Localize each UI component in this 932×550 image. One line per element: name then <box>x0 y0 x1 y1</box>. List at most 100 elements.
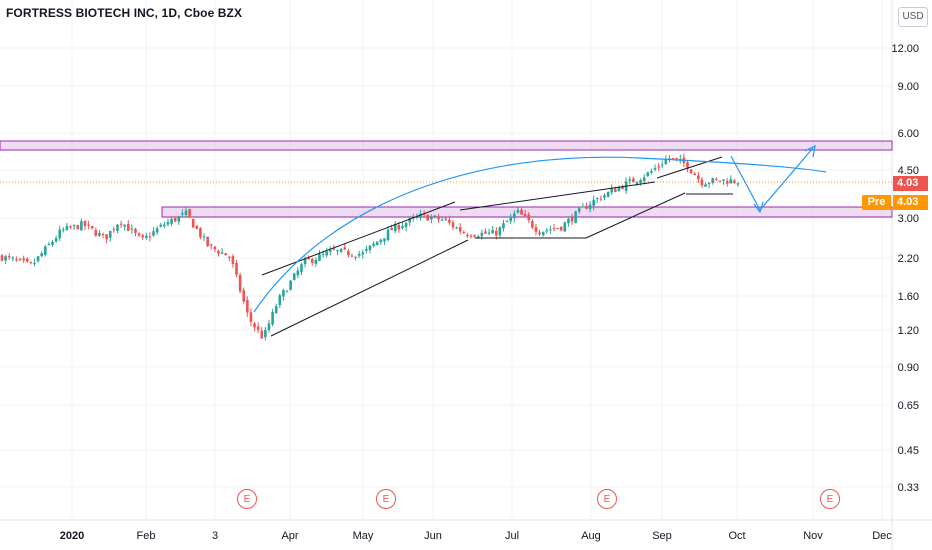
candle-body <box>375 241 379 246</box>
x-tick-label: Dec <box>872 530 892 542</box>
candle-body <box>231 256 235 264</box>
candle-body <box>556 227 559 229</box>
candle-body <box>332 248 336 250</box>
candle-body <box>145 235 148 238</box>
earnings-icon[interactable]: E <box>820 489 840 509</box>
candle-body <box>668 158 671 160</box>
candle-body <box>657 166 660 168</box>
candle-body <box>458 226 462 232</box>
candle-body <box>581 206 585 208</box>
candle-body <box>513 213 516 219</box>
earnings-icon[interactable]: E <box>376 489 396 509</box>
y-tick-label: 9.00 <box>898 81 919 93</box>
candle-body <box>736 183 740 185</box>
trend-line <box>270 239 469 337</box>
candle-body <box>664 159 668 164</box>
candle-body <box>549 229 552 231</box>
candle-body <box>642 177 646 181</box>
x-tick-label: 3 <box>212 530 218 542</box>
candle-body <box>339 248 343 252</box>
candle-body <box>224 253 227 256</box>
candle-body <box>202 236 206 238</box>
candle-body <box>0 255 4 261</box>
candle-body <box>617 187 621 191</box>
candle-body <box>101 234 105 236</box>
candle-body <box>90 225 94 229</box>
candle-body <box>606 191 610 197</box>
candle-body <box>227 256 231 258</box>
candle-body <box>303 258 307 265</box>
earnings-icon[interactable]: E <box>237 489 257 509</box>
projection-arrow-down <box>753 201 764 214</box>
candle-body <box>40 253 43 257</box>
candle-body <box>653 168 657 170</box>
candle-body <box>361 252 365 255</box>
candle-body <box>484 231 487 234</box>
candle-body <box>152 231 155 236</box>
x-tick-label: Nov <box>803 530 823 542</box>
candle-body <box>707 183 711 185</box>
candle-body <box>343 247 347 250</box>
candle-body <box>188 208 191 218</box>
candle-body <box>599 198 603 200</box>
x-tick-label: Apr <box>281 530 298 542</box>
candle-body <box>383 238 386 242</box>
candle-body <box>314 259 318 264</box>
candle-body <box>296 270 300 276</box>
candle-body <box>426 215 430 221</box>
candle-body <box>541 231 545 236</box>
candle-body <box>422 213 426 215</box>
candle-body <box>51 241 54 245</box>
x-tick-label: 2020 <box>60 530 84 542</box>
candle-body <box>614 188 617 193</box>
currency-button[interactable]: USD <box>898 7 928 27</box>
candle-body <box>282 290 285 297</box>
candle-body <box>7 256 11 258</box>
candle-body <box>72 224 76 227</box>
candle-body <box>531 221 534 228</box>
candle-body <box>47 244 51 246</box>
candle-body <box>105 234 108 240</box>
candle-body <box>155 228 159 233</box>
candle-body <box>704 184 707 187</box>
candle-body <box>646 172 650 177</box>
candle-body <box>635 181 639 184</box>
candle-body <box>379 239 383 243</box>
candle-body <box>292 273 296 280</box>
x-tick-label: Aug <box>581 530 601 542</box>
candle-body <box>329 250 332 252</box>
x-tick-label: Jun <box>424 530 442 542</box>
candle-body <box>76 225 80 230</box>
candle-body <box>29 262 33 264</box>
y-tick-label: 0.45 <box>898 445 919 457</box>
candle-body <box>632 178 635 183</box>
candle-body <box>249 312 253 322</box>
candle-body <box>415 216 419 218</box>
candle-body <box>108 230 112 238</box>
candle-body <box>206 236 209 247</box>
candle-body <box>498 227 502 236</box>
candle-body <box>722 179 725 181</box>
candle-body <box>54 238 58 242</box>
candle-body <box>22 258 25 261</box>
candle-body <box>628 179 632 181</box>
candles <box>0 153 740 341</box>
candle-body <box>321 253 325 255</box>
candle-body <box>274 306 278 313</box>
earnings-icon[interactable]: E <box>597 489 617 509</box>
candle-body <box>401 226 404 229</box>
candle-body <box>570 217 574 222</box>
candle-body <box>15 259 18 261</box>
premarket-label: Pre <box>862 195 891 210</box>
y-tick-label: 0.33 <box>898 482 919 494</box>
candle-body <box>238 274 242 292</box>
candle-body <box>563 222 567 232</box>
candle-body <box>271 311 274 325</box>
candle-body <box>372 243 375 246</box>
candle-body <box>686 162 689 169</box>
x-tick-label: Oct <box>728 530 745 542</box>
candle-body <box>595 197 599 199</box>
y-tick-label: 1.60 <box>898 291 919 303</box>
y-tick-label: 3.00 <box>898 213 919 225</box>
